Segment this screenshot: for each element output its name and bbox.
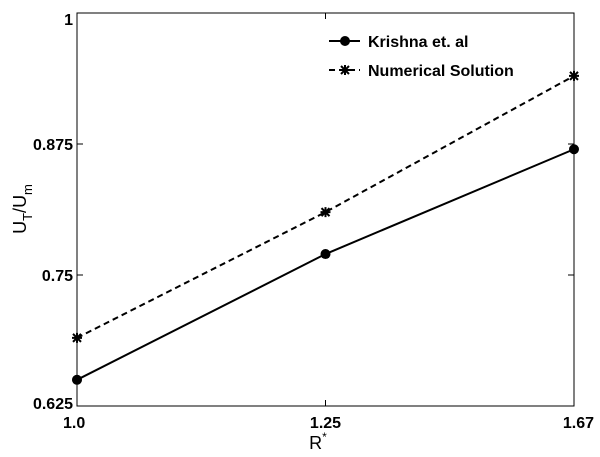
data-point-0 bbox=[569, 144, 579, 155]
axis-ticks bbox=[76, 12, 575, 407]
data-point-0 bbox=[320, 249, 331, 260]
data-point-0 bbox=[72, 374, 82, 385]
legend: Krishna et. al Numerical Solution bbox=[329, 34, 514, 80]
y-tick-label: 0.625 bbox=[33, 396, 73, 413]
y-tick-label: 0.875 bbox=[33, 137, 73, 154]
data-point-1 bbox=[320, 207, 331, 218]
legend-label-numerical: Numerical Solution bbox=[368, 63, 514, 80]
data-point-1 bbox=[72, 332, 82, 343]
tick-labels: 1.0 1.25 1.67 0.625 0.75 0.875 1 bbox=[33, 12, 594, 432]
legend-label-krishna: Krishna et. al bbox=[368, 34, 468, 51]
series-layer bbox=[72, 70, 579, 385]
series-line-1 bbox=[76, 75, 575, 339]
x-tick-label: 1.0 bbox=[63, 415, 85, 432]
data-point-1 bbox=[569, 70, 579, 81]
x-tick-label: 1.67 bbox=[563, 415, 594, 432]
y-tick-label: 0.75 bbox=[42, 268, 73, 285]
y-axis-label: UT/Um bbox=[10, 184, 35, 234]
legend-marker-numerical bbox=[340, 65, 350, 75]
legend-marker-krishna bbox=[340, 36, 350, 46]
y-tick-label: 1 bbox=[64, 12, 73, 29]
series-line-0 bbox=[76, 148, 575, 381]
x-tick-label: 1.25 bbox=[310, 415, 341, 432]
x-axis-label: R* bbox=[309, 430, 327, 453]
